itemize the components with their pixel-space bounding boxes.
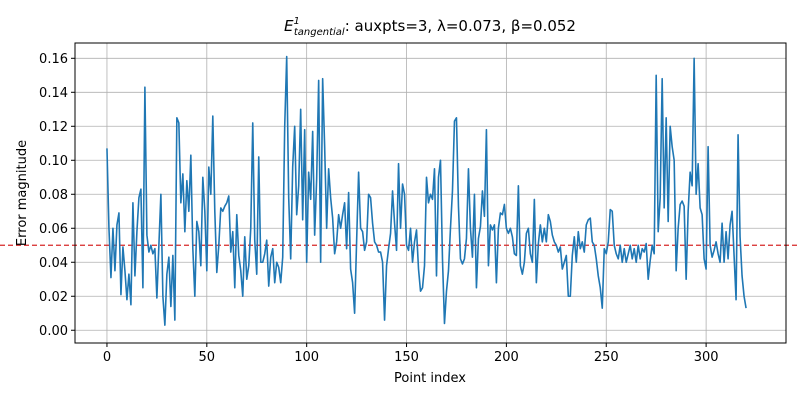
x-tick-label: 200 (494, 350, 519, 365)
y-tick-label: 0.10 (39, 154, 68, 169)
grid (75, 43, 786, 343)
title-subscript: tangential (294, 27, 345, 38)
x-axis-ticks: 0 50 100 150 200 250 300 (103, 343, 719, 365)
y-tick-label: 0.14 (39, 86, 68, 101)
title-rest: : auxpts=3, λ=0.073, β=0.052 (345, 17, 576, 35)
y-tick-label: 0.12 (39, 120, 68, 135)
x-tick-label: 100 (294, 350, 319, 365)
x-tick-label: 150 (394, 350, 419, 365)
series-line (106, 55, 747, 326)
x-tick-label: 0 (103, 350, 111, 365)
plot-frame (74, 42, 787, 344)
x-tick-label: 250 (594, 350, 619, 365)
y-tick-label: 0.00 (39, 324, 68, 339)
y-axis-ticks: 0.00 0.02 0.04 0.06 0.08 0.10 0.12 0.14 0.16 (39, 52, 75, 339)
y-tick-label: 0.04 (39, 256, 68, 271)
y-tick-label: 0.06 (39, 222, 68, 237)
y-tick-label: 0.08 (39, 188, 68, 203)
chart-title: E1 tangential: auxpts=3, λ=0.073, β=0.052 (284, 16, 576, 38)
x-tick-label: 300 (694, 350, 719, 365)
title-superscript: 1 (293, 16, 299, 27)
y-tick-label: 0.16 (39, 52, 68, 67)
y-axis-label: Error magnitude (15, 140, 30, 246)
title-main: E (284, 17, 294, 35)
x-tick-label: 50 (199, 350, 216, 365)
x-axis-label: Point index (394, 371, 466, 386)
y-tick-label: 0.02 (39, 290, 68, 305)
